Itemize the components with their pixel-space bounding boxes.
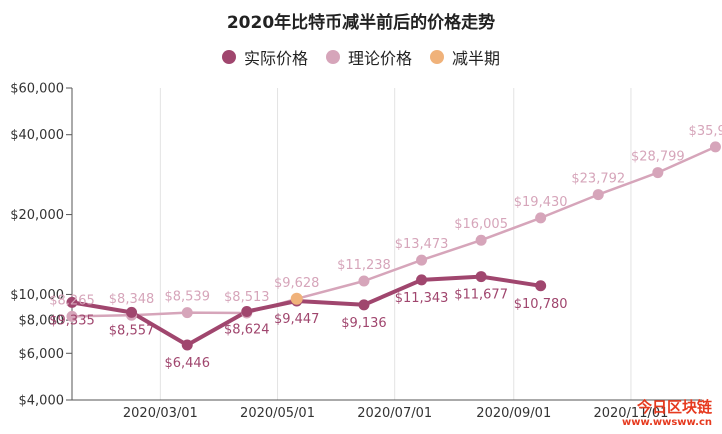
data-point[interactable] bbox=[241, 305, 253, 317]
data-point[interactable] bbox=[416, 274, 428, 286]
legend-label-halving: 减半期 bbox=[452, 49, 501, 68]
series-points bbox=[66, 141, 721, 351]
y-tick-label: $8,000 bbox=[19, 314, 65, 329]
legend-label-actual: 实际价格 bbox=[243, 49, 308, 68]
watermark-main: 今日区块链 bbox=[636, 398, 712, 416]
y-tick-label: $20,000 bbox=[10, 208, 64, 223]
x-tick-label: 2020/07/01 bbox=[357, 406, 432, 421]
data-label: $8,513 bbox=[224, 290, 270, 305]
data-point[interactable] bbox=[181, 339, 193, 351]
data-label: $28,799 bbox=[631, 150, 685, 165]
y-tick-label: $60,000 bbox=[10, 82, 64, 97]
chart-title: 2020年比特币减半前后的价格走势 bbox=[226, 13, 496, 33]
x-tick-label: 2020/09/01 bbox=[476, 406, 551, 421]
data-label: $13,473 bbox=[395, 237, 449, 252]
legend-swatch-theoretical bbox=[325, 50, 340, 64]
data-point[interactable] bbox=[475, 234, 487, 246]
data-point[interactable] bbox=[290, 292, 303, 305]
data-label: $6,446 bbox=[164, 356, 210, 371]
data-point[interactable] bbox=[652, 167, 664, 179]
data-label: $9,335 bbox=[49, 313, 95, 328]
y-tick-label: $10,000 bbox=[10, 288, 64, 303]
x-tick-label: 2020/05/01 bbox=[240, 406, 315, 421]
legend-label-theoretical: 理论价格 bbox=[347, 49, 412, 68]
y-tick-label: $4,000 bbox=[19, 394, 65, 409]
data-point[interactable] bbox=[592, 189, 604, 201]
x-tick-label: 2020/03/01 bbox=[123, 406, 198, 421]
data-point[interactable] bbox=[709, 141, 721, 153]
data-point[interactable] bbox=[358, 275, 370, 287]
series-line-1 bbox=[70, 145, 717, 318]
data-label: $9,447 bbox=[274, 312, 320, 327]
data-label: $35,988 bbox=[689, 124, 722, 139]
data-point[interactable] bbox=[66, 310, 78, 322]
data-point[interactable] bbox=[535, 280, 547, 292]
watermark-url: www.wwsww.cn bbox=[622, 417, 712, 428]
data-label: $8,539 bbox=[164, 290, 210, 305]
data-label: $10,780 bbox=[514, 297, 568, 312]
data-label: $23,792 bbox=[571, 172, 625, 187]
grid bbox=[159, 88, 632, 400]
data-label: $8,624 bbox=[224, 322, 270, 337]
data-point[interactable] bbox=[416, 254, 428, 266]
watermark: 今日区块链 www.wwsww.cn bbox=[622, 396, 712, 428]
legend-item-halving[interactable]: 减半期 bbox=[430, 45, 500, 69]
data-label: $16,005 bbox=[454, 217, 508, 232]
data-point[interactable] bbox=[475, 271, 487, 283]
data-label: $9,136 bbox=[341, 316, 387, 331]
data-label: $11,343 bbox=[395, 291, 449, 306]
data-labels: $8,265 $8,348 $8,539 $8,513 $9,628 $11,238 $13… bbox=[49, 124, 722, 371]
data-label: $9,628 bbox=[274, 276, 320, 291]
legend-item-theoretical[interactable]: 理论价格 bbox=[325, 45, 412, 69]
data-label: $11,677 bbox=[454, 288, 508, 303]
legend-swatch-actual bbox=[221, 50, 236, 64]
data-label: $8,265 bbox=[49, 293, 95, 308]
legend-item-actual[interactable]: 实际价格 bbox=[221, 45, 308, 69]
legend: 实际价格 理论价格 减半期 bbox=[0, 45, 722, 69]
data-label: $8,348 bbox=[109, 292, 155, 307]
data-label: $19,430 bbox=[514, 195, 568, 210]
x-tick-label: 2020/11/01 bbox=[593, 406, 668, 421]
data-label: $8,557 bbox=[109, 323, 155, 338]
data-point[interactable] bbox=[66, 296, 78, 308]
data-point[interactable] bbox=[181, 307, 193, 319]
data-label: $11,238 bbox=[337, 258, 391, 273]
y-tick-label: $6,000 bbox=[19, 347, 65, 362]
data-point[interactable] bbox=[535, 212, 547, 224]
y-tick-label: $40,000 bbox=[10, 128, 64, 143]
axes: 2020/03/01 2020/05/01 2020/07/01 2020/09/01… bbox=[10, 82, 702, 421]
data-point[interactable] bbox=[358, 299, 370, 311]
data-point[interactable] bbox=[126, 306, 138, 318]
legend-swatch-halving bbox=[430, 50, 444, 64]
